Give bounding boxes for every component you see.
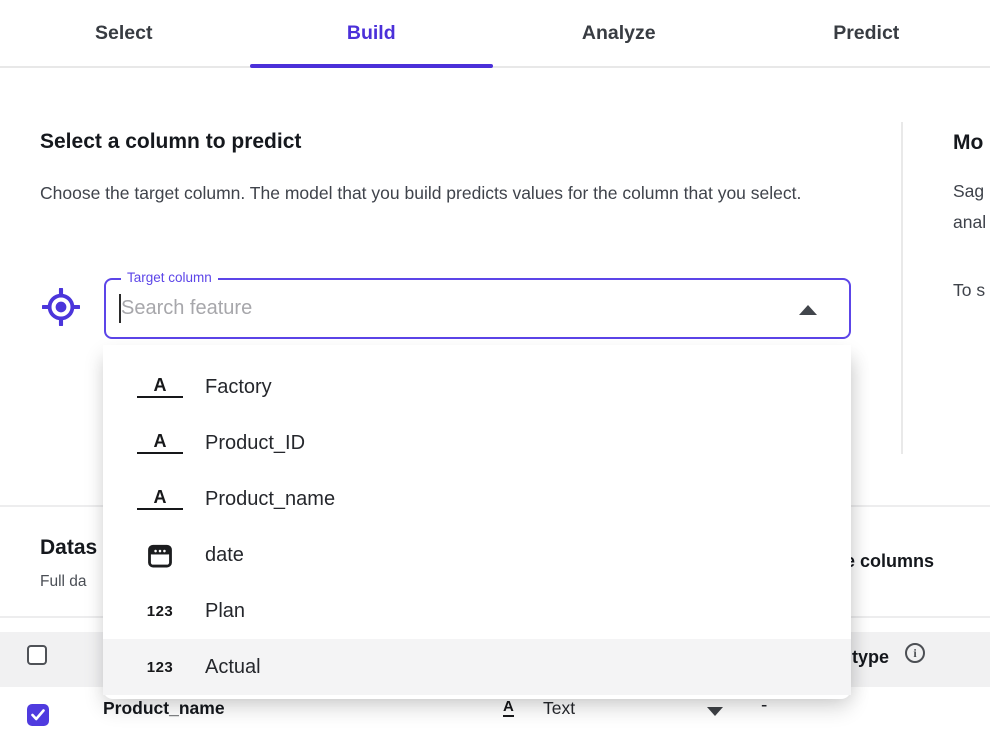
target-column-search-input[interactable] <box>109 283 799 333</box>
target-column-combobox[interactable]: Target column <box>104 270 851 339</box>
type-column-header: type <box>852 647 890 667</box>
text-type-icon: A <box>137 376 183 398</box>
text-type-icon: A <box>137 488 183 510</box>
dropdown-option-product-id[interactable]: A Product_ID <box>103 415 851 471</box>
model-panel-text: anal <box>953 212 987 232</box>
dataset-section-title: Datas <box>40 536 98 559</box>
model-panel-text: Sag <box>953 181 985 201</box>
column-name-cell: Product_name <box>103 698 225 718</box>
target-column-label: Target column <box>121 270 218 285</box>
number-type-icon: 123 <box>146 658 174 676</box>
dataset-section-subtitle: Full da <box>40 573 87 590</box>
caret-down-icon[interactable] <box>707 707 723 716</box>
text-cursor <box>119 294 121 323</box>
text-type-icon: A <box>137 432 183 454</box>
dropdown-option-plan[interactable]: 123 Plan <box>103 583 851 639</box>
extra-cell: - <box>761 695 768 716</box>
number-type-icon: 123 <box>146 602 174 620</box>
dropdown-option-factory[interactable]: A Factory <box>103 359 851 415</box>
tab-build[interactable]: Build <box>248 0 496 68</box>
columns-label: e columns <box>845 551 935 571</box>
target-icon <box>41 287 81 327</box>
page-title: Select a column to predict <box>40 130 302 153</box>
text-type-icon: A <box>503 698 514 717</box>
tab-predict[interactable]: Predict <box>833 21 900 44</box>
dropdown-option-actual[interactable]: 123 Actual <box>103 639 851 695</box>
dropdown-option-product-name[interactable]: A Product_name <box>103 471 851 527</box>
calendar-icon <box>137 541 183 569</box>
page-description: Choose the target column. The model that… <box>40 183 802 203</box>
check-icon <box>31 709 45 721</box>
info-icon[interactable]: i <box>905 643 925 663</box>
tab-analyze[interactable]: Analyze <box>581 21 656 44</box>
model-panel-title: Mo <box>953 131 984 154</box>
model-panel-text: To s <box>953 280 986 300</box>
data-type-cell: Text <box>543 698 576 718</box>
row-checkbox-checked[interactable] <box>27 704 49 726</box>
dropdown-option-date[interactable]: date <box>103 527 851 583</box>
chevron-up-icon[interactable] <box>799 305 817 315</box>
tab-select[interactable]: Select <box>95 21 153 44</box>
select-all-checkbox[interactable] <box>27 645 47 665</box>
step-tabs: Select Build Analyze Predict <box>0 0 990 68</box>
vertical-divider <box>901 122 903 454</box>
target-column-dropdown: A Factory A Product_ID A Product_name <box>103 345 851 699</box>
